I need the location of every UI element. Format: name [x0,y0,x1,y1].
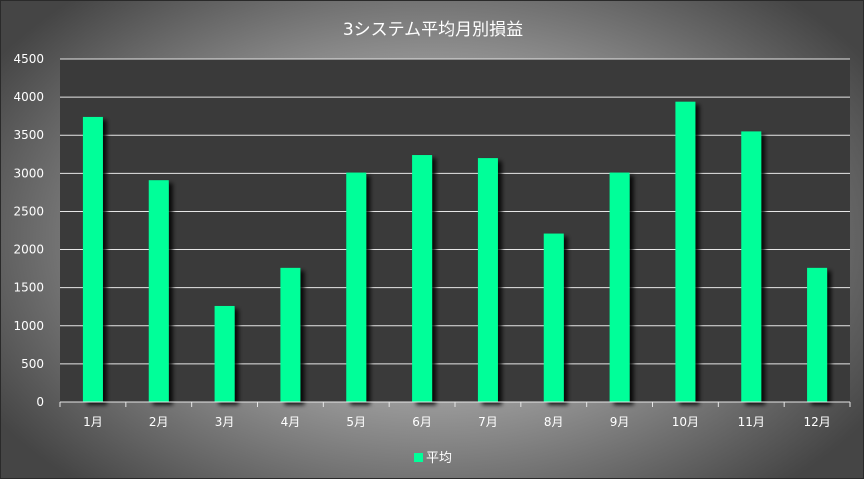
x-tick-label: 4月 [281,415,301,429]
bar [675,101,696,402]
chart-title: 3システム平均月別損益 [342,20,524,40]
y-tick-label: 2500 [13,204,44,218]
legend-swatch [413,453,423,462]
y-tick-label: 500 [21,357,44,371]
x-tick-label: 8月 [544,415,564,429]
x-tick-label: 2月 [149,415,169,429]
x-tick-label: 1月 [83,415,103,429]
x-tick-label: 10月 [672,415,699,429]
y-tick-label: 0 [36,395,44,409]
bar [280,267,301,402]
bar [477,158,498,402]
x-tick-label: 5月 [346,415,366,429]
y-tick-label: 3500 [13,128,44,142]
y-tick-label: 4500 [13,52,44,66]
y-tick-label: 2000 [13,243,44,257]
bar [346,172,367,402]
y-tick-label: 1500 [13,281,44,295]
x-tick-label: 11月 [738,415,765,429]
x-tick-label: 12月 [803,415,830,429]
x-tick-label: 6月 [412,415,432,429]
bar [214,305,235,402]
x-tick-label: 9月 [610,415,630,429]
bar [543,233,564,402]
bar [741,131,762,402]
y-tick-label: 4000 [13,90,44,104]
bar [412,155,433,402]
x-tick-label: 3月 [215,415,235,429]
x-tick-label: 7月 [478,415,498,429]
bar [807,267,828,402]
legend: 平均 [1,447,864,466]
plot-background [60,59,850,402]
bar [148,180,169,402]
legend-label: 平均 [425,451,452,466]
bar [609,172,630,402]
bar [82,116,103,402]
y-tick-label: 3000 [13,166,44,180]
y-tick-label: 1000 [13,319,44,333]
